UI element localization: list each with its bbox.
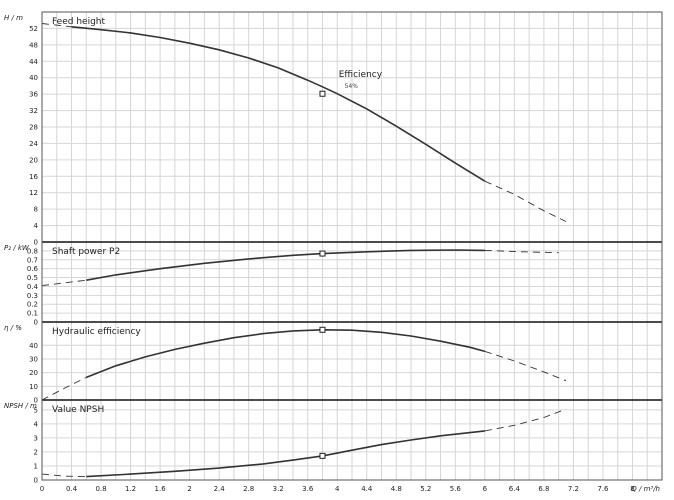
- npsh-y-tick-label: 4: [34, 420, 39, 428]
- head-y-tick-label: 20: [29, 156, 38, 164]
- head-annotation: Efficiency: [339, 70, 383, 80]
- head-y-tick-label: 8: [34, 206, 38, 214]
- npsh-y-tick-label: 5: [34, 406, 38, 414]
- efficiency-y-tick-label: 40: [29, 342, 38, 350]
- head-y-tick-label: 36: [29, 91, 38, 99]
- npsh-curve-extrapolated-end: [484, 408, 567, 432]
- npsh-curve: [86, 430, 485, 478]
- x-tick-label: 8: [630, 485, 634, 493]
- power-y-tick-label: 0.6: [27, 265, 39, 273]
- power-y-tick-label: 0.7: [27, 256, 38, 264]
- efficiency-y-tick-label: 0: [34, 397, 38, 405]
- x-tick-label: 5.6: [450, 485, 462, 493]
- x-tick-label: 2.8: [243, 485, 254, 493]
- power-panel-title: Shaft power P2: [52, 247, 120, 257]
- plot-frame: [41, 11, 663, 481]
- x-tick-label: 4: [335, 485, 340, 493]
- npsh-y-tick-label: 3: [34, 434, 38, 442]
- npsh-curve-extrapolated-start: [41, 473, 87, 478]
- x-tick-label: 1.6: [155, 485, 167, 493]
- head-y-tick-label: 4: [34, 222, 39, 230]
- efficiency-duty-point-marker: [319, 326, 326, 333]
- head-curve-extrapolated-end: [484, 180, 567, 222]
- head-curve-extrapolated-start: [41, 23, 72, 28]
- head-annotation: 54%: [345, 83, 359, 90]
- head-y-axis-title: H / m: [4, 14, 23, 22]
- grid: [41, 12, 663, 480]
- head-y-tick-label: 48: [29, 41, 38, 49]
- x-tick-label: 0.4: [66, 485, 78, 493]
- x-tick-label: 1.2: [125, 485, 136, 493]
- x-tick-label: 4.4: [361, 485, 373, 493]
- x-axis-title: Q / m³/h: [631, 485, 660, 493]
- head-duty-point-marker: [319, 90, 326, 97]
- npsh-duty-point-marker: [319, 452, 326, 459]
- power-curve-extrapolated-end: [484, 249, 559, 254]
- npsh-y-tick-label: 2: [34, 448, 38, 456]
- head-y-tick-label: 32: [29, 107, 38, 115]
- efficiency-curve-extrapolated-start: [41, 376, 87, 401]
- power-y-tick-label: 0: [34, 319, 38, 327]
- x-tick-label: 3.6: [302, 485, 314, 493]
- power-y-tick-label: 0.4: [27, 283, 39, 291]
- npsh-y-tick-label: 0: [34, 477, 38, 485]
- head-y-tick-label: 44: [29, 58, 38, 66]
- x-tick-label: 0: [40, 485, 44, 493]
- power-y-tick-label: 0.1: [27, 310, 38, 318]
- head-curve: [71, 26, 486, 182]
- x-tick-label: 2: [187, 485, 191, 493]
- head-y-tick-label: 52: [29, 25, 38, 33]
- power-curve: [86, 249, 485, 281]
- efficiency-curve-extrapolated-end: [484, 350, 567, 382]
- head-y-tick-label: 40: [29, 74, 38, 82]
- curves: [41, 23, 567, 478]
- power-duty-point-marker: [319, 250, 326, 257]
- head-y-tick-label: 24: [29, 140, 38, 148]
- panel-separators: [42, 241, 662, 401]
- power-y-tick-label: 0.8: [27, 247, 38, 255]
- npsh-y-tick-label: 1: [34, 462, 38, 470]
- x-tick-label: 7.6: [597, 485, 609, 493]
- x-tick-label: 6: [483, 485, 488, 493]
- npsh-panel-title: Value NPSH: [52, 405, 104, 415]
- efficiency-y-tick-label: 10: [29, 383, 38, 391]
- x-tick-label: 6.8: [538, 485, 549, 493]
- x-tick-label: 6.4: [509, 485, 521, 493]
- efficiency-y-tick-label: 20: [29, 369, 38, 377]
- power-y-axis-title: P₂ / kW: [4, 244, 30, 252]
- x-tick-label: 2.4: [214, 485, 226, 493]
- efficiency-curve: [86, 328, 486, 379]
- head-y-tick-label: 0: [34, 239, 38, 247]
- efficiency-y-axis-title: η / %: [4, 324, 22, 332]
- power-curve-extrapolated-start: [41, 279, 87, 287]
- head-y-tick-label: 28: [29, 124, 38, 132]
- labels: 0 0.4 0.8 1.2 1.6 2 2.4 2.8 3.2 3.6 4 4.4 4.8 5.2 5.6 6…: [4, 14, 660, 493]
- power-y-tick-label: 0.2: [27, 301, 38, 309]
- npsh-y-axis-title: NPSH / m: [4, 402, 37, 410]
- power-y-tick-label: 0.3: [27, 292, 38, 300]
- efficiency-y-tick-label: 30: [29, 355, 38, 363]
- head-y-tick-label: 12: [29, 189, 38, 197]
- head-panel-title: Feed height: [52, 17, 105, 27]
- x-tick-label: 0.8: [95, 485, 106, 493]
- x-tick-label: 4.8: [391, 485, 402, 493]
- power-y-tick-label: 0.5: [27, 274, 38, 282]
- head-y-tick-label: 16: [29, 173, 38, 181]
- x-tick-label: 5.2: [420, 485, 431, 493]
- x-tick-label: 3.2: [273, 485, 284, 493]
- efficiency-panel-title: Hydraulic efficiency: [52, 327, 141, 337]
- x-tick-label: 7.2: [568, 485, 579, 493]
